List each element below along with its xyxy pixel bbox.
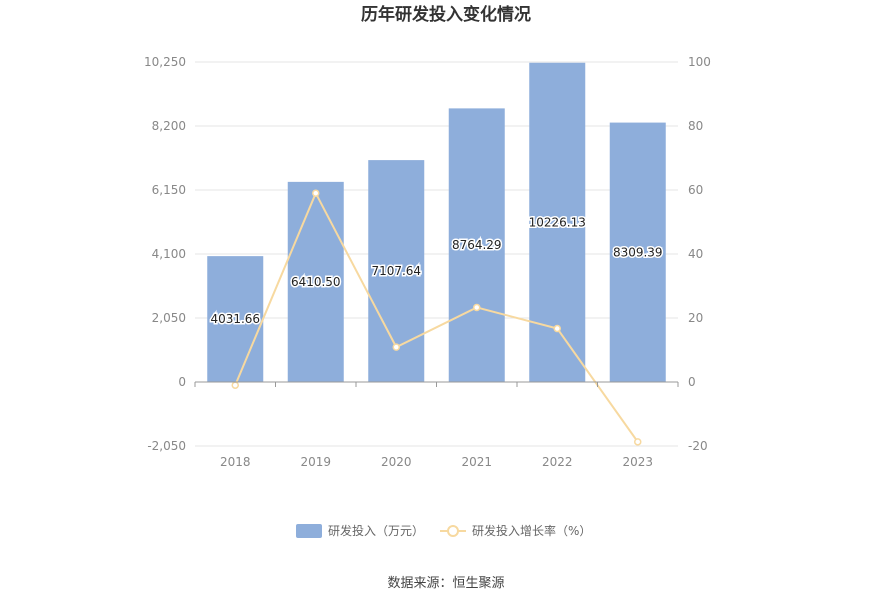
x-tick-label: 2018 bbox=[220, 455, 251, 469]
x-tick-label: 2020 bbox=[381, 455, 412, 469]
bar bbox=[207, 256, 264, 382]
y-right-tick-label: 0 bbox=[688, 375, 696, 389]
bar-data-label: 8764.29 bbox=[452, 238, 502, 252]
bar bbox=[448, 108, 505, 382]
y-left-tick-label: 4,100 bbox=[152, 247, 186, 261]
y-right-tick-label: -20 bbox=[688, 439, 708, 453]
x-tick-label: 2021 bbox=[461, 455, 492, 469]
y-left-tick-label: 2,050 bbox=[152, 311, 186, 325]
y-right-tick-label: 20 bbox=[688, 311, 703, 325]
legend-item-line[interactable]: 研发投入增长率（%） bbox=[440, 523, 591, 538]
y-left-tick-label: 0 bbox=[178, 375, 186, 389]
legend: 研发投入（万元） 研发投入增长率（%） bbox=[296, 523, 591, 538]
x-tick-label: 2022 bbox=[542, 455, 573, 469]
axes: -2,050 0 2,050 4,100 6,150 8,200 10,250 -20 0 20 4… bbox=[144, 55, 711, 469]
growth-point bbox=[553, 324, 561, 333]
y-left-tick-label: -2,050 bbox=[147, 439, 186, 453]
bar-data-label: 8309.39 bbox=[613, 245, 663, 259]
x-tick-label: 2019 bbox=[300, 455, 331, 469]
legend-bar-swatch bbox=[296, 524, 322, 538]
bar-data-label: 10226.13 bbox=[529, 215, 586, 229]
y-left-tick-label: 10,250 bbox=[144, 55, 186, 69]
growth-point bbox=[473, 303, 481, 312]
x-tick-label: 2023 bbox=[622, 455, 653, 469]
y-right-tick-label: 60 bbox=[688, 183, 703, 197]
y-right-tick-label: 80 bbox=[688, 119, 703, 133]
legend-bar-label: 研发投入（万元） bbox=[328, 523, 424, 538]
bar-data-label: 6410.50 bbox=[291, 275, 341, 289]
legend-item-bar[interactable]: 研发投入（万元） bbox=[296, 523, 424, 538]
chart-title: 历年研发投入变化情况 bbox=[361, 4, 531, 25]
growth-point bbox=[634, 438, 642, 446]
growth-point bbox=[231, 381, 239, 389]
growth-line-series bbox=[231, 189, 642, 446]
gridlines bbox=[195, 61, 678, 447]
growth-line bbox=[234, 190, 639, 443]
legend-line-label: 研发投入增长率（%） bbox=[472, 523, 591, 538]
source-note: 数据来源：恒生聚源 bbox=[387, 576, 504, 591]
growth-point bbox=[392, 343, 400, 351]
bar-data-label: 7107.64 bbox=[371, 264, 421, 278]
y-left-tick-label: 6,150 bbox=[152, 183, 186, 197]
bar-data-label: 4031.66 bbox=[210, 312, 260, 326]
y-right-tick-label: 40 bbox=[688, 247, 703, 261]
legend-line-marker bbox=[447, 525, 459, 537]
bar bbox=[609, 122, 666, 382]
y-left-tick-label: 8,200 bbox=[152, 119, 186, 133]
y-right-tick-label: 100 bbox=[688, 55, 711, 69]
growth-point bbox=[312, 189, 320, 197]
bar-data-labels: 4031.66 6410.50 7107.64 8764.29 10226.13 8309… bbox=[209, 214, 664, 328]
bar-series bbox=[207, 62, 666, 382]
bar bbox=[287, 181, 344, 382]
